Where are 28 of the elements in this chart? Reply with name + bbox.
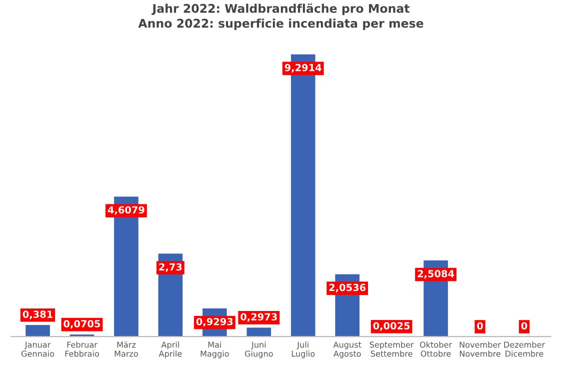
- data-label: 0,9293: [196, 318, 233, 327]
- x-tick-label: Mai Maggio: [200, 341, 229, 358]
- x-tick-label: August Agosto: [333, 342, 362, 358]
- x-tick-label: Juni Giugno: [244, 341, 273, 358]
- data-label: 0,0025: [373, 322, 410, 331]
- x-tick-label: Januar Gennaio: [21, 342, 54, 357]
- x-tick-label: Dezember Dicembre: [504, 341, 546, 357]
- data-label: 2,73: [159, 263, 182, 272]
- x-tick-label: Oktober Ottobre: [420, 341, 452, 357]
- x-tick-label: April Aprile: [158, 341, 182, 358]
- data-label: 0,0705: [64, 320, 100, 329]
- chart-title: Jahr 2022: Waldbrandfläche pro Monat: [152, 4, 410, 16]
- chart-subtitle: Anno 2022: superficie incendiata per mese: [138, 18, 424, 30]
- data-label: 4,6079: [108, 206, 144, 215]
- data-label: 0: [521, 322, 528, 330]
- x-tick-label: Juli Luglio: [292, 341, 315, 358]
- bar: [26, 325, 50, 337]
- data-label: 0: [477, 322, 483, 330]
- x-tick-label: Februar Febbraio: [65, 341, 99, 357]
- data-label: 2,0536: [329, 284, 366, 292]
- x-tick-label: September Settembre: [370, 341, 414, 357]
- data-label: 0,2973: [240, 313, 277, 322]
- data-label: 9,2914: [284, 64, 322, 73]
- data-label: 2,5084: [418, 270, 454, 279]
- data-label: 0,381: [22, 310, 52, 320]
- bar: [246, 328, 272, 337]
- x-tick-label: März Marzo: [114, 341, 138, 357]
- x-tick-label: November Novembre: [460, 341, 501, 357]
